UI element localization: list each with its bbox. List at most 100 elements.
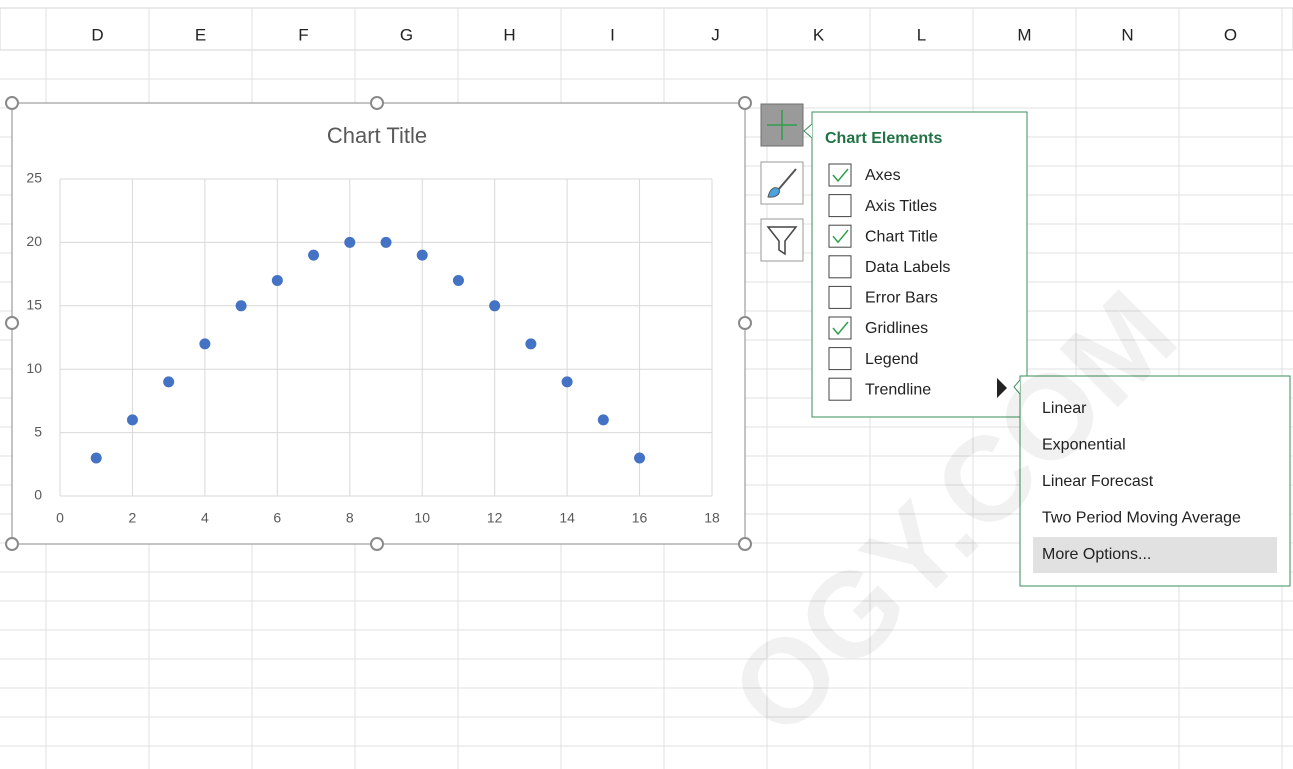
checkbox[interactable] [828,255,852,279]
panel-title: Chart Elements [825,130,942,147]
data-point [416,249,428,261]
column-header: I [610,25,615,44]
column-header: G [400,25,413,44]
submenu-arrow [997,378,1007,398]
x-tick-label: 0 [56,510,64,526]
column-header: E [195,25,206,44]
checkbox[interactable] [828,194,852,218]
chart-area[interactable] [11,102,746,545]
x-tick-label: 2 [129,510,137,526]
element-option[interactable]: Axis Titles [828,194,937,218]
checkbox[interactable] [828,224,852,248]
option-label: Gridlines [865,320,928,337]
x-tick-label: 6 [273,510,281,526]
column-header: J [711,25,720,44]
element-option[interactable]: Data Labels [828,255,950,279]
checkbox[interactable] [828,316,852,340]
x-tick-label: 4 [201,510,209,526]
handle[interactable] [738,537,752,551]
x-tick-label: 18 [704,510,720,526]
data-point [199,338,211,350]
x-tick-label: 8 [346,510,354,526]
x-tick-label: 16 [632,510,648,526]
element-option[interactable]: Gridlines [828,316,928,340]
column-header: H [503,25,515,44]
data-point [235,300,247,312]
checkmark [832,168,849,183]
menu-item[interactable]: More Options... [1042,546,1151,563]
data-point [271,274,283,286]
element-option[interactable]: Error Bars [828,285,938,309]
checkbox[interactable] [828,163,852,187]
data-point [380,236,392,248]
menu-item[interactable]: Exponential [1042,437,1126,454]
column-header-bar [0,7,1293,51]
menu-item[interactable]: Two Period Moving Average [1042,510,1241,527]
option-label: Axis Titles [865,198,937,215]
menu-item[interactable]: Linear [1042,400,1087,417]
menu-pointer [1013,379,1021,395]
data-point [308,249,320,261]
column-header: D [91,25,103,44]
x-tick-label: 14 [559,510,575,526]
element-option[interactable]: Axes [828,163,901,187]
data-point [525,338,537,350]
checkmark [832,321,849,336]
data-point [344,236,356,248]
y-tick-label: 5 [34,423,42,439]
column-header: N [1121,25,1133,44]
column-header: M [1017,25,1031,44]
data-point [561,376,573,388]
column-header: K [813,25,825,44]
handle[interactable] [5,96,19,110]
chart-title: Chart Title [327,123,427,148]
element-list: Axes Axis Titles Chart Title Data Labels Err… [828,163,950,401]
trendline-options: Linear Exponential Linear Forecast Two Peri… [1033,400,1277,573]
option-label: Data Labels [865,259,950,276]
resize-handles [5,96,752,551]
y-tick-label: 25 [26,170,42,186]
handle[interactable] [738,96,752,110]
column-header: F [298,25,308,44]
option-label: Chart Title [865,228,938,245]
handle[interactable] [370,537,384,551]
element-option[interactable]: Trendline [828,377,931,401]
x-tick-label: 12 [487,510,503,526]
panel-pointer [803,123,813,139]
y-tick-label: 15 [26,297,42,313]
x-tick-label: 10 [414,510,430,526]
handle[interactable] [738,316,752,330]
chart-filters-button[interactable] [760,218,804,262]
data-point [126,414,138,426]
checkbox[interactable] [828,285,852,309]
element-option[interactable]: Chart Title [828,224,938,248]
data-point [90,452,102,464]
checkmark [832,229,849,244]
chart-elements-button[interactable] [760,103,804,147]
y-tick-label: 0 [34,487,42,503]
option-label: Error Bars [865,290,938,307]
column-header: L [917,25,926,44]
column-header: O [1224,25,1237,44]
scatter-chart: Chart Title 0 5 10 15 20 25 0 2 4 6 8 10 12 14 16 18 [26,123,720,526]
element-option[interactable]: Legend [828,347,918,371]
option-label: Axes [865,167,901,184]
handle[interactable] [370,96,384,110]
option-label: Legend [865,351,918,368]
option-label: Trendline [865,381,931,398]
menu-highlight [1033,537,1277,573]
y-tick-label: 10 [26,360,42,376]
checkbox[interactable] [828,377,852,401]
y-tick-label: 20 [26,233,42,249]
data-point [634,452,646,464]
data-point [597,414,609,426]
checkbox[interactable] [828,347,852,371]
chart-styles-button[interactable] [760,161,804,205]
menu-item[interactable]: Linear Forecast [1042,473,1154,490]
data-point [489,300,501,312]
handle[interactable] [5,316,19,330]
data-point [163,376,175,388]
handle[interactable] [5,537,19,551]
data-point [452,274,464,286]
